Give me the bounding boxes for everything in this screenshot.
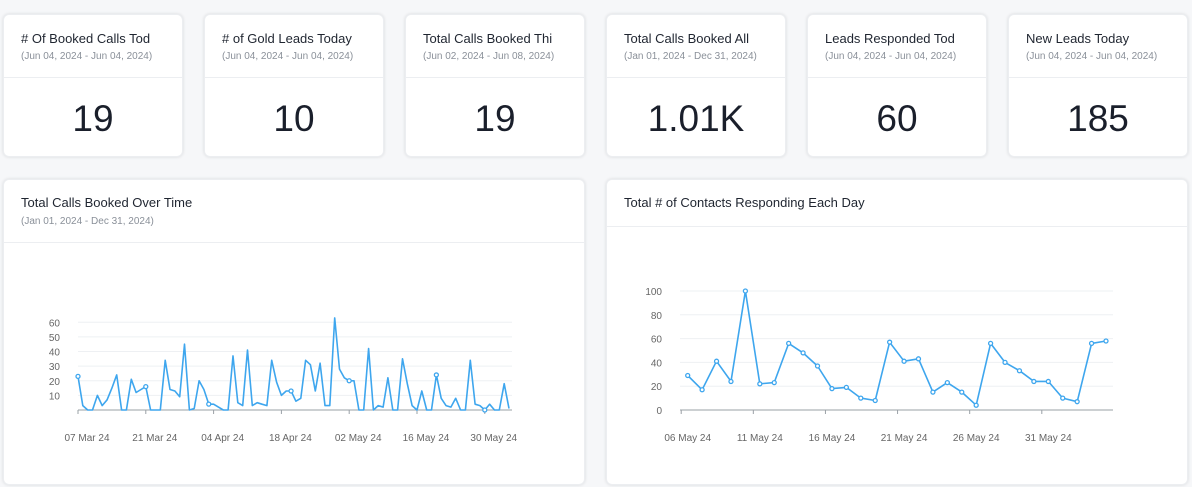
data-point[interactable]: [944, 379, 950, 386]
data-point[interactable]: [886, 339, 893, 345]
y-tick-label: 60: [49, 318, 61, 329]
kpi-date-range: (Jun 02, 2024 - Jun 08, 2024): [423, 51, 555, 62]
kpi-value: 1.01K: [647, 98, 745, 139]
data-point[interactable]: [1074, 399, 1080, 405]
data-point[interactable]: [800, 350, 806, 356]
data-point[interactable]: [1016, 368, 1023, 374]
y-tick-label: 0: [656, 406, 662, 417]
kpi-title: Leads Responded Tod: [825, 31, 955, 46]
kpi-title: Total Calls Booked Thi: [423, 31, 553, 46]
data-point[interactable]: [1002, 359, 1008, 366]
data-point[interactable]: [1031, 378, 1037, 385]
data-point[interactable]: [433, 372, 440, 378]
data-point[interactable]: [930, 389, 936, 395]
x-tick-label: 07 Mar 24: [64, 433, 109, 444]
chart-date-range: (Jan 01, 2024 - Dec 31, 2024): [21, 216, 154, 227]
kpi-card: Total Calls Booked All (Jan 01, 2024 - De…: [606, 14, 786, 157]
kpi-card: # Of Booked Calls Tod (Jun 04, 2024 - Jun…: [3, 14, 183, 157]
data-point[interactable]: [1103, 338, 1109, 344]
series-line: [77, 317, 510, 411]
data-point[interactable]: [143, 383, 149, 390]
data-point[interactable]: [987, 340, 994, 347]
kpi-date-range: (Jun 04, 2024 - Jun 04, 2024): [1026, 51, 1158, 62]
data-point[interactable]: [858, 395, 864, 401]
y-tick-label: 20: [49, 377, 61, 388]
data-point[interactable]: [829, 385, 835, 392]
series-line: [687, 290, 1107, 407]
y-tick-label: 50: [49, 333, 61, 344]
data-point[interactable]: [872, 397, 878, 404]
kpi-title: # of Gold Leads Today: [222, 31, 352, 46]
kpi-title: # Of Booked Calls Tod: [21, 31, 151, 46]
x-tick-label: 21 May 24: [881, 433, 928, 444]
y-tick-label: 80: [651, 311, 663, 322]
x-tick-label: 02 May 24: [335, 433, 382, 444]
y-tick-label: 20: [651, 382, 663, 393]
kpi-card: New Leads Today (Jun 04, 2024 - Jun 04, 2…: [1008, 14, 1188, 157]
data-point[interactable]: [771, 379, 777, 386]
data-point[interactable]: [288, 388, 294, 394]
data-point[interactable]: [346, 378, 352, 384]
kpi-date-range: (Jun 04, 2024 - Jun 04, 2024): [222, 51, 354, 62]
data-point[interactable]: [1060, 395, 1066, 401]
data-point[interactable]: [728, 378, 734, 385]
data-point[interactable]: [901, 358, 907, 364]
kpi-date-range: (Jan 01, 2024 - Dec 31, 2024): [624, 51, 757, 62]
data-point[interactable]: [742, 288, 749, 294]
y-tick-label: 10: [49, 391, 61, 402]
kpi-card: Total Calls Booked Thi (Jun 02, 2024 - Ju…: [405, 14, 585, 157]
kpi-value: 60: [876, 98, 918, 139]
data-point[interactable]: [713, 358, 720, 364]
data-point[interactable]: [973, 402, 979, 408]
data-point[interactable]: [757, 381, 763, 387]
x-tick-label: 30 May 24: [470, 433, 517, 444]
y-tick-label: 40: [651, 358, 663, 369]
x-tick-label: 26 May 24: [953, 433, 1000, 444]
kpi-value: 19: [474, 98, 516, 139]
calls-booked-over-time-card: Total Calls Booked Over Time (Jan 01, 202…: [3, 179, 585, 485]
y-tick-label: 30: [49, 362, 61, 373]
data-point[interactable]: [915, 356, 922, 362]
chart-title: Total # of Contacts Responding Each Day: [624, 195, 865, 210]
x-tick-label: 16 May 24: [809, 433, 856, 444]
kpi-date-range: (Jun 04, 2024 - Jun 04, 2024): [21, 51, 153, 62]
x-tick-label: 06 May 24: [664, 433, 711, 444]
x-tick-label: 31 May 24: [1025, 433, 1072, 444]
x-tick-label: 18 Apr 24: [269, 433, 312, 444]
kpi-card: Leads Responded Tod (Jun 04, 2024 - Jun 0…: [807, 14, 987, 157]
x-tick-label: 04 Apr 24: [201, 433, 244, 444]
data-point[interactable]: [685, 372, 691, 379]
kpi-title: Total Calls Booked All: [624, 31, 750, 46]
kpi-value: 185: [1067, 98, 1129, 139]
data-point[interactable]: [786, 340, 792, 347]
kpi-title: New Leads Today: [1026, 31, 1130, 46]
contacts-responding-card: Total # of Contacts Responding Each Day: [606, 179, 1188, 485]
kpi-value: 10: [273, 98, 315, 139]
data-point[interactable]: [699, 387, 705, 393]
kpi-value: 19: [72, 98, 114, 139]
x-tick-label: 16 May 24: [403, 433, 450, 444]
y-tick-label: 60: [651, 335, 663, 346]
chart-title: Total Calls Booked Over Time: [21, 195, 193, 210]
kpi-card: # of Gold Leads Today (Jun 04, 2024 - Jun…: [204, 14, 384, 157]
data-point[interactable]: [814, 363, 821, 369]
y-tick-label: 100: [645, 287, 662, 298]
y-tick-label: 40: [49, 348, 61, 359]
data-point[interactable]: [206, 401, 212, 407]
data-point[interactable]: [843, 384, 850, 391]
data-point[interactable]: [75, 373, 81, 380]
x-tick-label: 21 Mar 24: [132, 433, 177, 444]
x-tick-label: 11 May 24: [737, 433, 783, 444]
data-point[interactable]: [1088, 340, 1095, 347]
data-point[interactable]: [1045, 378, 1051, 385]
data-point[interactable]: [482, 407, 488, 413]
data-point[interactable]: [959, 389, 965, 395]
kpi-date-range: (Jun 04, 2024 - Jun 04, 2024): [825, 51, 957, 62]
